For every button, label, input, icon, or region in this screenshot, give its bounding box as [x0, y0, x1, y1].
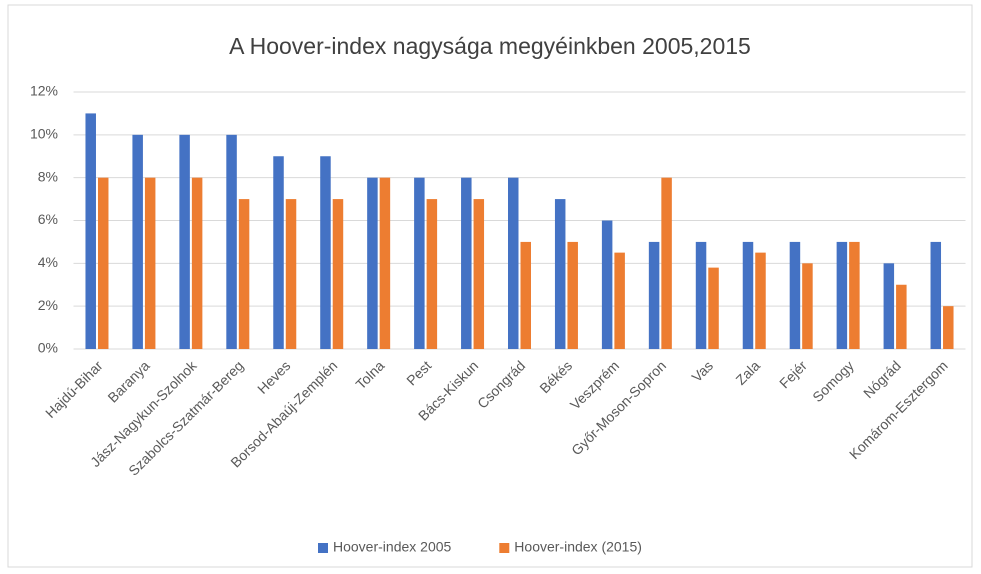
bar [179, 134, 190, 349]
bar [379, 177, 391, 349]
bar [883, 263, 895, 349]
bar [695, 241, 707, 349]
bar [508, 177, 519, 349]
y-tick-label: 12% [30, 83, 58, 99]
bar [238, 199, 250, 349]
bar [802, 263, 813, 349]
bar [708, 267, 719, 349]
bar [554, 199, 566, 349]
bar [191, 177, 203, 349]
y-tick-label: 4% [38, 254, 58, 270]
y-tick-label: 10% [30, 126, 58, 142]
bar [943, 306, 954, 349]
bar [332, 199, 344, 349]
bar [601, 220, 613, 349]
bar [849, 241, 860, 349]
bar [285, 199, 297, 349]
bar [320, 156, 331, 349]
legend-swatch [318, 543, 328, 553]
bar [226, 134, 237, 349]
y-tick-label: 0% [38, 340, 58, 356]
legend-swatch [499, 543, 510, 553]
legend-label: Hoover-index 2005 [333, 539, 452, 555]
bar [567, 241, 578, 349]
bar [520, 241, 531, 349]
bar [132, 134, 143, 349]
y-tick-label: 8% [38, 168, 58, 184]
bar [742, 241, 754, 349]
bar [473, 199, 485, 349]
y-tick-label: 6% [38, 211, 58, 227]
bar [144, 177, 156, 349]
y-tick-label: 2% [38, 297, 58, 313]
bar [789, 241, 801, 349]
legend-label: Hoover-index (2015) [514, 539, 642, 555]
bar [426, 199, 438, 349]
bar [85, 113, 96, 350]
bar [273, 156, 284, 349]
bar [367, 177, 378, 349]
bar [97, 177, 109, 349]
bar [648, 241, 660, 349]
bar [930, 241, 942, 349]
bar [461, 177, 472, 349]
chart-title: A Hoover-index nagysága megyéinkben 2005… [229, 33, 751, 59]
bar [836, 241, 848, 349]
bar [414, 177, 425, 349]
bar [896, 284, 907, 349]
bar [755, 252, 766, 349]
bar [661, 177, 672, 349]
bar [614, 252, 625, 349]
